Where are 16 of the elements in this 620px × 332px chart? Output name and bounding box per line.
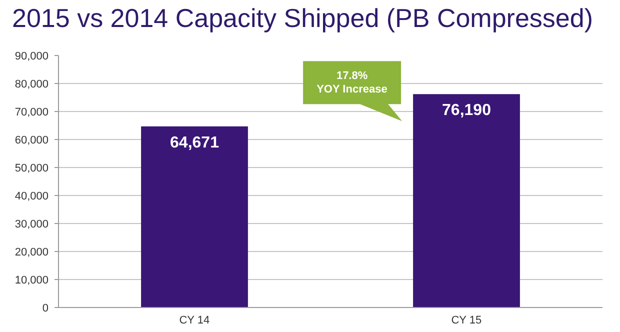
y-tick-label: 50,000 bbox=[14, 162, 49, 174]
y-tick-label: 90,000 bbox=[14, 50, 49, 62]
y-tick-label: 0 bbox=[42, 302, 49, 314]
data-label: 76,190 bbox=[442, 102, 492, 120]
y-tick-label: 30,000 bbox=[14, 218, 49, 230]
y-tick-label: 40,000 bbox=[14, 190, 49, 202]
y-tick-label: 20,000 bbox=[14, 246, 49, 258]
y-tick-label: 10,000 bbox=[14, 274, 49, 286]
y-tick-label: 70,000 bbox=[14, 106, 49, 118]
annotation: 17.8% YOY Increase bbox=[316, 70, 388, 96]
chart-title: 2015 vs 2014 Capacity Shipped (PB Compressed) bbox=[12, 2, 593, 35]
data-label: 64,671 bbox=[170, 134, 220, 152]
y-tick-label: 80,000 bbox=[14, 78, 49, 90]
x-tick-label: CY 14 bbox=[179, 314, 210, 326]
y-tick-label: 60,000 bbox=[14, 134, 49, 146]
x-tick-label: CY 15 bbox=[451, 314, 482, 326]
